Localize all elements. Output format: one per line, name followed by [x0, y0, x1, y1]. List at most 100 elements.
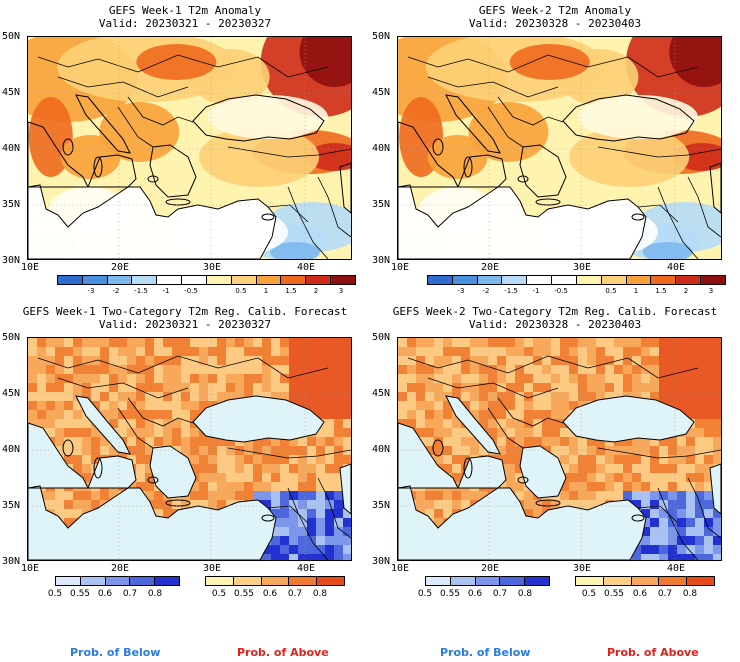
prob-cell [73, 410, 82, 419]
prob-cell [497, 446, 506, 455]
prob-cell [136, 392, 145, 401]
prob-cell [244, 482, 253, 491]
coastline [398, 485, 647, 560]
prob-cell [163, 428, 172, 437]
prob-cell [226, 365, 235, 374]
prob-cell [686, 518, 695, 527]
border [267, 204, 309, 223]
prob-cell [316, 410, 325, 419]
prob-cell [704, 464, 713, 473]
prob-cell [334, 446, 343, 455]
panel-title: GEFS Week-2 T2m Anomaly [478, 4, 632, 17]
prob-cell [307, 464, 316, 473]
prob-cell [298, 527, 307, 536]
lat-label: 40N [2, 143, 21, 154]
prob-cell [452, 392, 461, 401]
lat-label: 50N [2, 31, 21, 42]
prob-cell [677, 356, 686, 365]
coastline [192, 395, 325, 443]
prob-cell [325, 401, 334, 410]
prob-cell [127, 347, 136, 356]
prob-cell [695, 410, 704, 419]
prob-cell [226, 338, 235, 347]
prob-cell [434, 410, 443, 419]
prob-cell [479, 419, 488, 428]
prob-cell [470, 365, 479, 374]
prob-cell [641, 464, 650, 473]
prob-cell [289, 437, 298, 446]
lat-label: 30N [2, 255, 21, 266]
colorbar-swatch [428, 276, 453, 284]
prob-cell [343, 401, 351, 410]
colorbar-swatch [576, 276, 602, 284]
prob-cell [334, 410, 343, 419]
prob-cell [316, 401, 325, 410]
prob-cell [668, 473, 677, 482]
prob-cell [226, 455, 235, 464]
prob-cell [569, 455, 578, 464]
prob-cell [605, 383, 614, 392]
prob-cell [28, 356, 37, 365]
prob-cell [235, 338, 244, 347]
prob-cell [443, 500, 452, 509]
prob-cell [569, 491, 578, 500]
prob-cell [73, 401, 82, 410]
prob-cell [91, 338, 100, 347]
prob-cell [55, 392, 64, 401]
prob-cell [343, 518, 351, 527]
prob-cell [704, 428, 713, 437]
prob-cell [506, 455, 515, 464]
prob-cell [443, 338, 452, 347]
prob-cell [172, 356, 181, 365]
prob-cell [334, 554, 343, 560]
prob-cell [199, 500, 208, 509]
prob-cell [325, 500, 334, 509]
prob-cell [73, 383, 82, 392]
prob-cell [55, 365, 64, 374]
prob-cell [704, 374, 713, 383]
prob-cell [398, 419, 407, 428]
prob-cell [515, 401, 524, 410]
prob-cell [55, 437, 64, 446]
prob-cell [596, 383, 605, 392]
prob-cell [686, 437, 695, 446]
prob-cell [109, 419, 118, 428]
island [147, 175, 159, 183]
prob-cell [704, 482, 713, 491]
prob-cell [280, 392, 289, 401]
prob-cell [298, 338, 307, 347]
prob-cell [91, 446, 100, 455]
prob-cell [686, 500, 695, 509]
prob-cell [650, 392, 659, 401]
prob-cell [316, 428, 325, 437]
prob-cell [334, 356, 343, 365]
prob-cell [713, 392, 721, 401]
prob-cell [136, 455, 145, 464]
coastline [562, 94, 695, 142]
prob-cell [443, 428, 452, 437]
prob-cell [542, 419, 551, 428]
prob-cell [560, 356, 569, 365]
island [631, 514, 645, 522]
prob-cell [100, 410, 109, 419]
prob-cell [533, 365, 542, 374]
prob-cell [677, 509, 686, 518]
colorbar-tick-label: 0.55 [233, 589, 255, 599]
prob-cell [46, 491, 55, 500]
prob-cell [334, 473, 343, 482]
prob-cell [145, 428, 154, 437]
lon-label: 40E [296, 563, 316, 574]
prob-cell [695, 356, 704, 365]
prob-cell [217, 392, 226, 401]
prob-cell [280, 464, 289, 473]
anomaly-region [669, 37, 721, 87]
prob-cell [82, 392, 91, 401]
anomaly-region [642, 242, 693, 259]
lon-label: 40E [296, 262, 316, 273]
anomaly-region [270, 242, 321, 259]
prob-cell [334, 509, 343, 518]
anomaly-colorbar [57, 275, 356, 285]
prob-cell [542, 365, 551, 374]
prob-cell [677, 473, 686, 482]
colorbar-swatch [651, 276, 677, 284]
